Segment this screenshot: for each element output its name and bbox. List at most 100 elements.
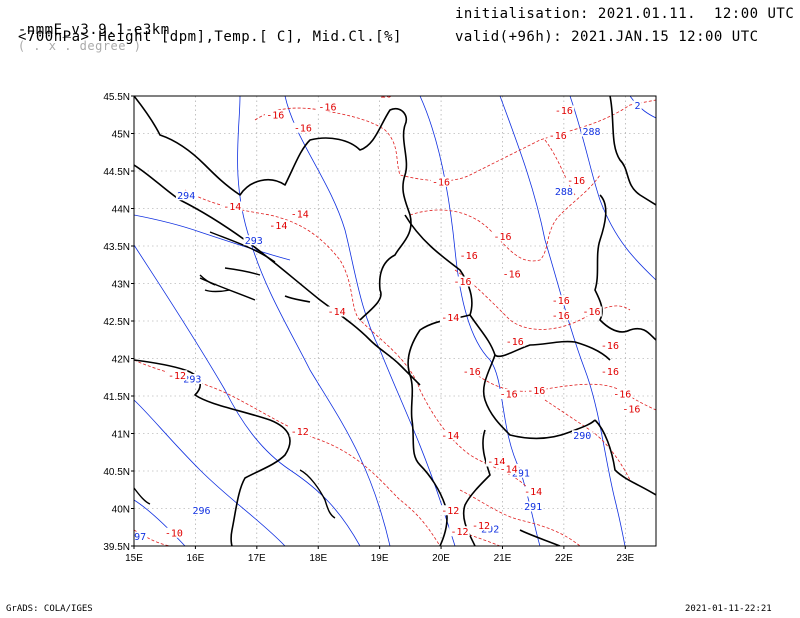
lat-label: 43N [112,280,130,291]
temp-label: -16 [567,176,585,187]
temp-label-bg [581,306,602,317]
temp-label-bg [611,389,633,399]
temp-label-bg [504,336,526,347]
height-label: 290 [573,431,591,442]
valid-time: valid(+96h): 2021.JAN.15 12:00 UTC [455,29,759,45]
temp-label: -16 [549,131,567,142]
lat-label: 41N [112,430,130,441]
temp-label-bg [439,505,461,516]
lon-label: 18E [309,553,327,564]
height-label-bg [510,467,532,478]
lon-label: 21E [494,553,512,564]
temp-label: -14 [223,202,241,213]
temp-label: -12 [450,527,468,538]
lon-label: 19E [371,553,389,564]
temp-label: -12 [168,371,186,382]
temp-label-bg [292,122,314,133]
height-label: 288 [555,187,573,198]
lon-label: 17E [248,553,266,564]
temp-label-bg [289,209,311,219]
temp-label-bg [565,175,587,186]
temp-label-bg [550,295,572,306]
height-contour-i [629,96,656,119]
border-kosovo-macedonia [469,314,611,361]
temp-label: -16 [500,390,518,401]
height-label-bg [633,100,642,111]
temp-label-bg [498,389,519,399]
height-label-bg [522,501,544,512]
temp-label-bg [553,105,575,116]
height-label: 291 [524,502,542,513]
temp-label: -16 [503,270,521,281]
temp-label-bg [525,385,547,396]
temp-label: -14 [291,210,309,221]
temp-label-bg [439,430,461,441]
coastline-greece-west [519,529,561,546]
temp-label: -12 [291,427,309,438]
height-contour-g [499,96,626,546]
temp-label: -16 [318,102,336,113]
temp-label-bg [547,130,569,141]
temp-label: -16 [601,367,619,378]
temp-label: -12 [441,506,459,517]
temp-contour-i [459,489,581,546]
temp-label: -16 [432,177,450,188]
coastline-italy [134,359,291,546]
temp-label: -10 [165,528,183,539]
lon-label: 23E [616,553,634,564]
footer-right: 2021-01-11-22:21 [685,604,772,614]
temp-label-bg [599,340,621,351]
temp-label: -16 [493,232,511,243]
temp-label-bg [430,176,452,187]
model-title: -nmmE_v3.9.1-e3km ( . x . degree ) [0,6,170,54]
fields-title: <700hPa> Height [dpm],Temp.[ C], Mid.Cl.… [18,29,402,45]
latitude-labels: 45.5N 45N 44.5N 44N 43.5N 43N 42.5N 42N 41.5N 41N… [103,92,134,553]
height-label-bg [182,374,203,384]
temp-label-bg [163,527,185,538]
temp-label: -12 [472,521,490,532]
height-label: 294 [177,191,195,202]
temp-label-bg [166,370,188,381]
height-label-bg [553,186,575,197]
border-macedonia-greece [482,354,596,440]
temp-label-bg [452,276,473,287]
temp-label: -16 [463,367,481,378]
temp-label: -16 [294,123,312,134]
temp-label: -16 [555,106,573,117]
height-label: 293 [183,375,201,386]
temp-contour-b [134,529,171,546]
height-contour-e [284,96,456,546]
model-name: -nmmE_v3.9.1-e3km [17,22,170,38]
temp-label-bg [326,306,347,317]
temp-label: -16 [527,386,545,397]
temp-label: -16 [582,307,600,318]
temp-label: -14 [441,313,459,324]
lat-label: 45.5N [103,92,130,103]
island-cres [199,274,216,286]
lat-label: 45N [112,130,130,141]
island-mljet [204,289,231,293]
border-bulgaria [594,96,656,341]
coastline-calabria [134,487,151,505]
lat-label: 44.5N [103,167,130,178]
lon-label: 22E [555,553,573,564]
lat-label: 42N [112,355,130,366]
temp-contour-f [454,269,631,330]
temp-label: -16 [374,90,392,101]
lat-label: 44N [112,205,130,216]
temp-label: -14 [328,307,346,318]
temp-label-bg [268,220,289,231]
lat-label: 40.5N [103,467,130,478]
temp-label-bg [317,101,338,112]
temp-label-bg [599,366,621,377]
temp-label: -16 [601,341,619,352]
temp-label-bg [264,110,286,120]
temperature-labels: -16-16-16-16-16-16-16-16-14-14-14-16-16-… [163,90,642,539]
temp-contour-g [469,369,656,411]
height-label-bg [243,235,265,246]
temp-label: -14 [441,431,459,442]
height-label: 293 [245,236,263,247]
temp-label-bg [449,526,470,537]
temp-label-bg [289,426,311,437]
